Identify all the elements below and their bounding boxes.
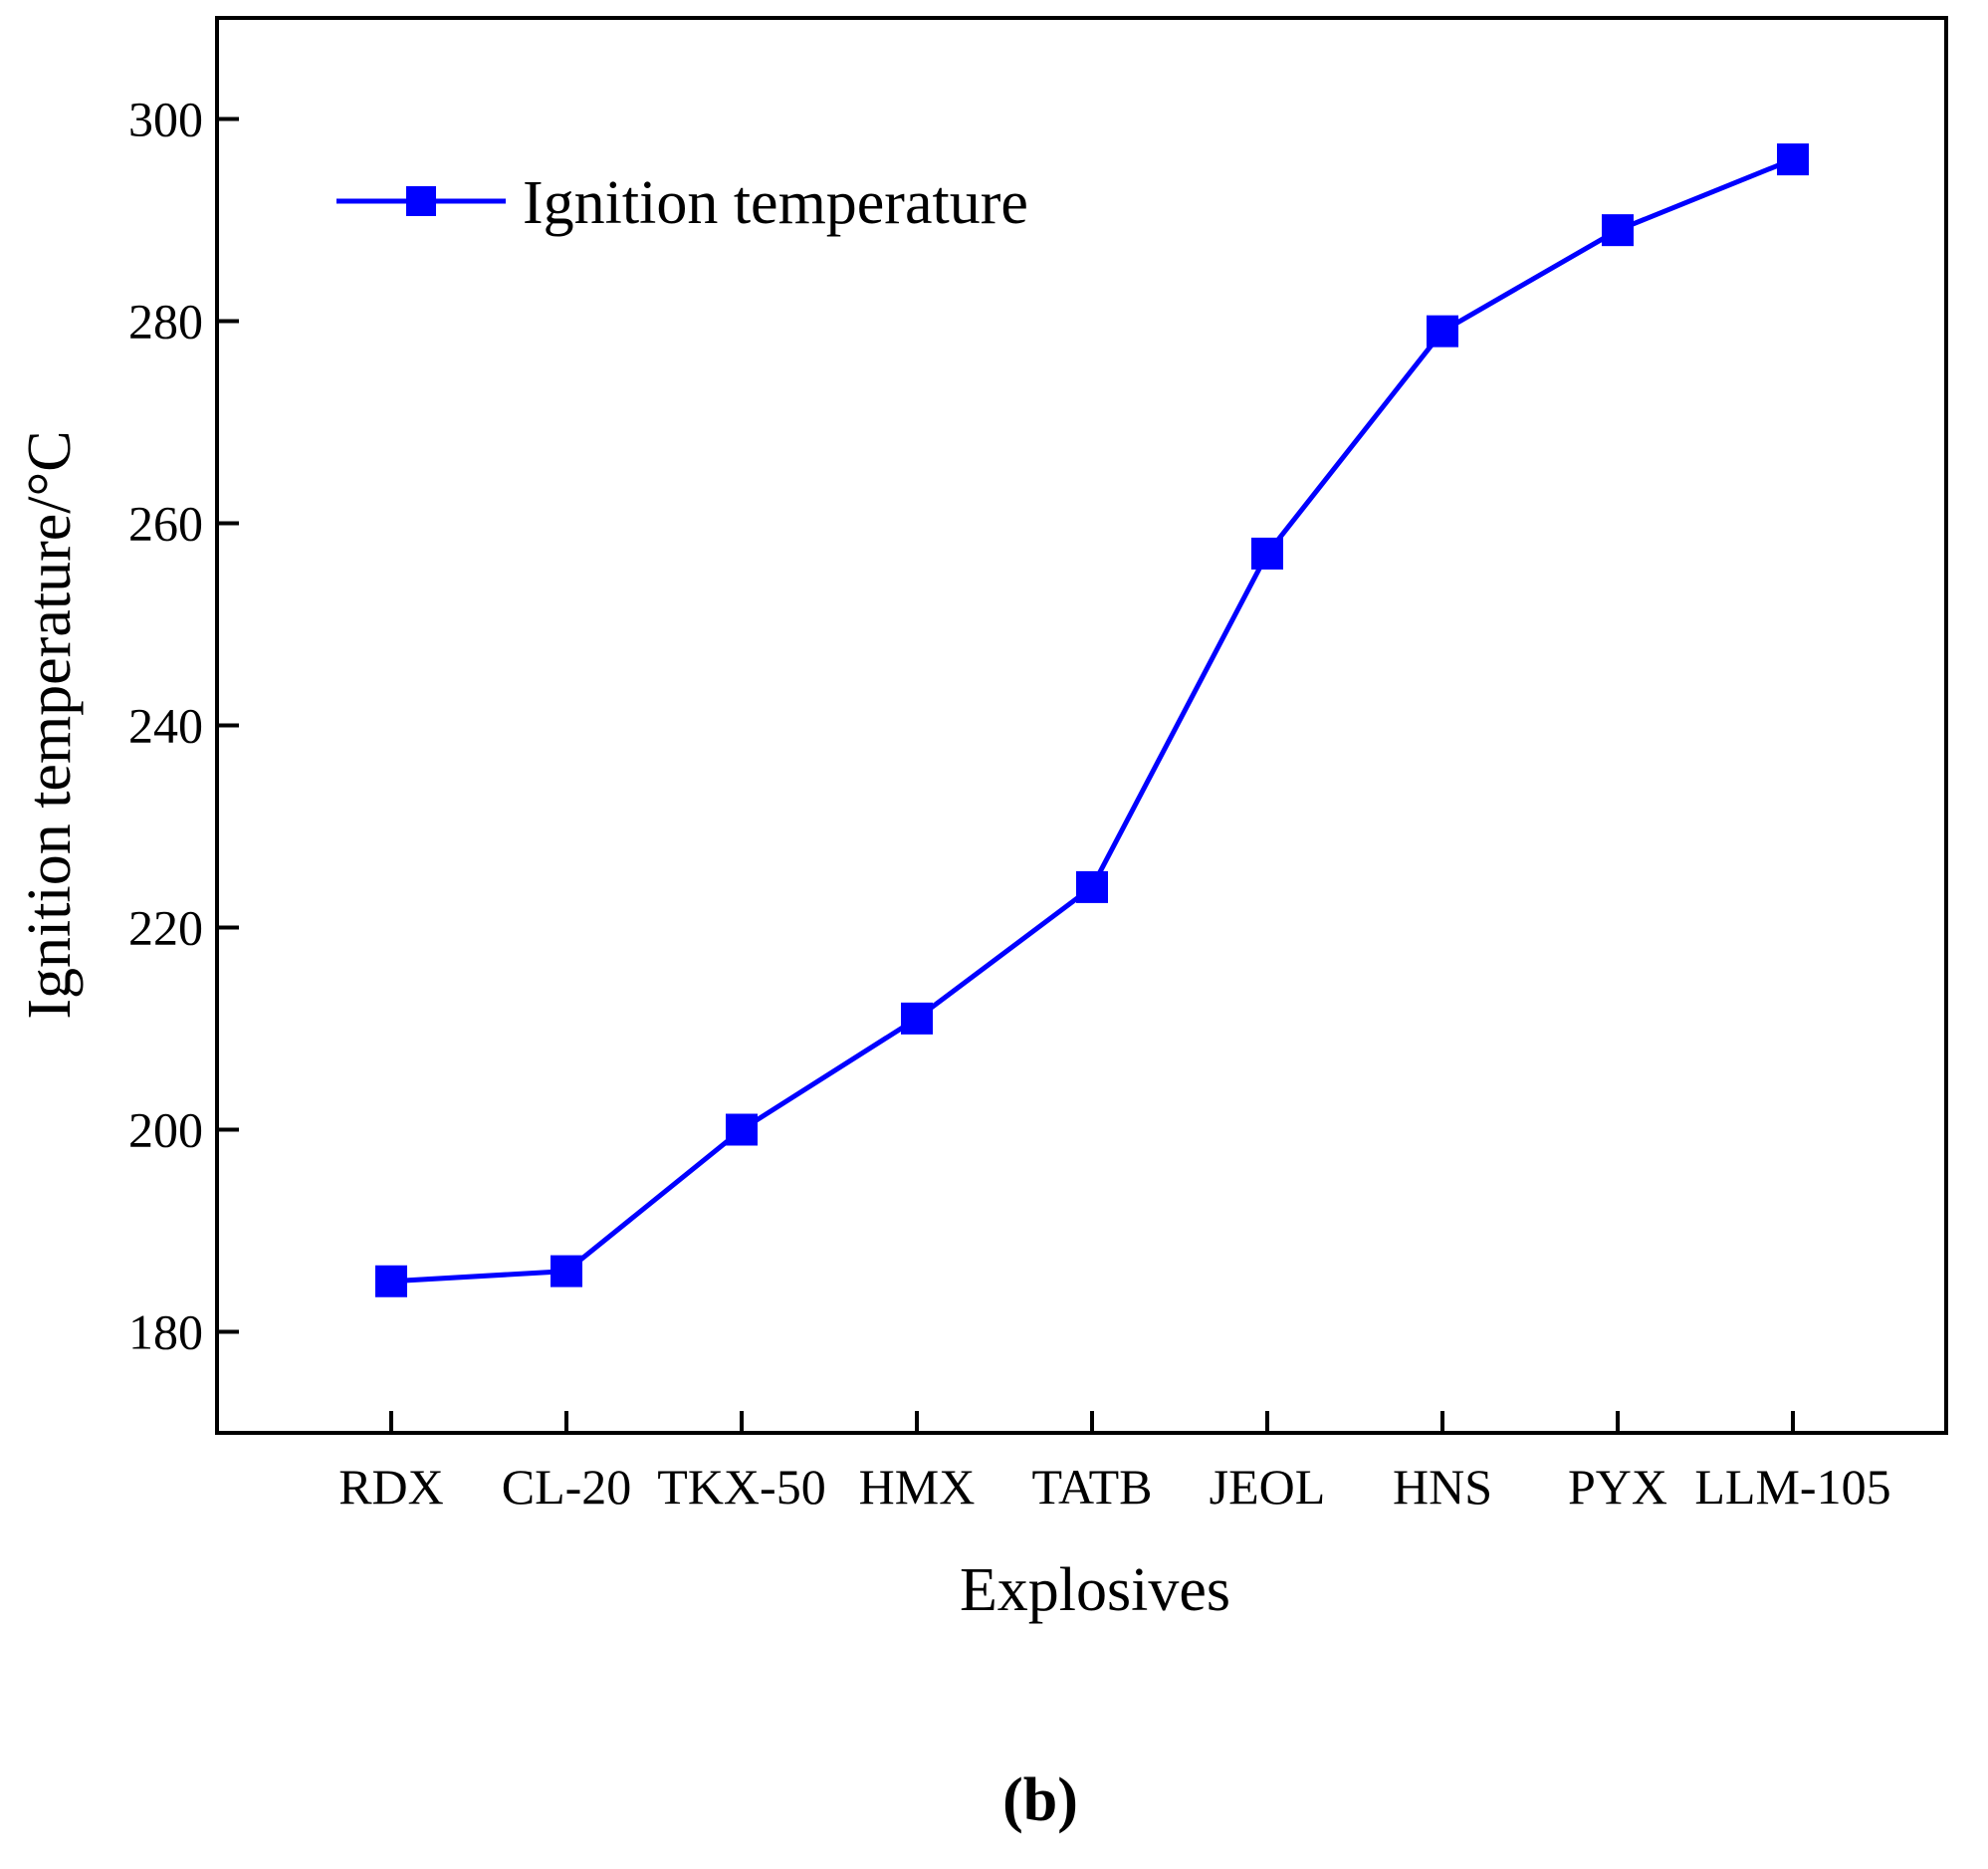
y-axis-ticks: 180 200 220 240 260 280 300 (128, 92, 239, 1360)
data-point (375, 1265, 407, 1297)
y-tick-label: 200 (128, 1102, 203, 1158)
data-point (1076, 870, 1108, 903)
y-tick-label: 180 (128, 1304, 203, 1360)
data-point (1251, 537, 1283, 570)
series-line (390, 156, 1794, 1285)
y-tick-label: 240 (128, 698, 203, 754)
x-tick-label: CL-20 (502, 1459, 632, 1515)
data-point (726, 1113, 758, 1146)
data-point (551, 1255, 582, 1287)
y-tick-label: 280 (128, 294, 203, 350)
plot-frame (215, 16, 1948, 1435)
y-tick-label: 300 (128, 92, 203, 147)
panel-label: (b) (1002, 1766, 1078, 1834)
series-layer (375, 143, 1809, 1297)
x-tick-label: JEOL (1210, 1459, 1326, 1515)
x-axis-title: Explosives (960, 1556, 1230, 1624)
legend-marker (406, 186, 436, 216)
x-tick-label: HMX (859, 1459, 976, 1515)
y-tick-label: 220 (128, 900, 203, 956)
y-axis-title: Ignition temperature/°C (16, 430, 84, 1019)
data-point (1427, 315, 1458, 348)
x-tick-label: TATB (1032, 1459, 1153, 1515)
x-axis-ticks: RDX CL-20 TKX-50 HMX TATB JEOL HNS PYX LLM-105 (338, 1411, 1891, 1515)
legend: Ignition temperature (336, 169, 1028, 237)
legend-label: Ignition temperature (523, 169, 1028, 237)
x-tick-label: HNS (1393, 1459, 1492, 1515)
data-point (1777, 143, 1809, 176)
data-point (901, 1002, 933, 1035)
data-point (1602, 214, 1634, 247)
x-tick-label: RDX (338, 1459, 444, 1515)
x-tick-label: PYX (1568, 1459, 1667, 1515)
x-tick-label: LLM-105 (1694, 1459, 1890, 1515)
y-tick-label: 260 (128, 496, 203, 552)
x-tick-label: TKX-50 (657, 1459, 825, 1515)
